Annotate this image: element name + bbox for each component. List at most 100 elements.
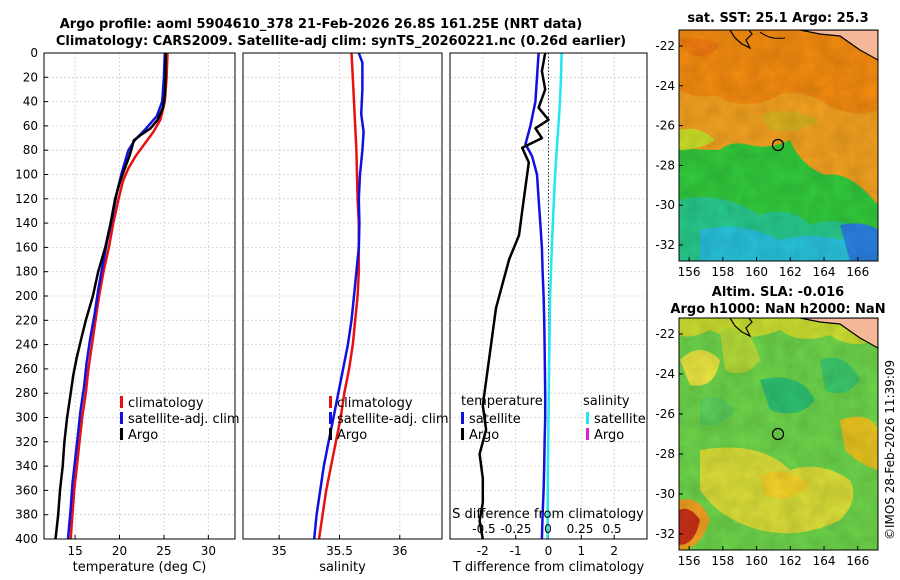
salinity-panel: 35 35.5 36 salinity climatologysatellite-adj… — [242, 52, 449, 575]
y-tick-label: 60 — [23, 119, 38, 133]
legend-swatch — [586, 412, 589, 424]
y-tick-label: 180 — [15, 265, 38, 279]
legend-swatch — [329, 428, 332, 440]
sla-map: Altim. SLA: -0.016 Argo h1000: NaN h2000… — [655, 285, 885, 568]
y-tick-label: 140 — [15, 216, 38, 230]
legend-title-temperature: temperature — [461, 394, 543, 409]
series-line-satellite-adj-clim — [66, 52, 167, 540]
sla-map-title-2: Argo h1000: NaN h2000: NaN — [670, 302, 885, 317]
y-tick-label: 40 — [23, 95, 38, 109]
y-tick-label: 80 — [23, 143, 38, 157]
x-axis-label: salinity — [319, 560, 366, 575]
lat-tick-label: -30 — [655, 487, 675, 501]
lon-tick-label: 158 — [711, 265, 734, 279]
legend-swatch — [461, 412, 464, 424]
x-tick-label: 36 — [392, 544, 407, 558]
lat-tick-label: -26 — [655, 119, 675, 133]
legend-label: Argo — [594, 428, 624, 443]
y-tick-label: 300 — [15, 411, 38, 425]
s-tick-label: -0.5 — [472, 522, 495, 536]
sst-map-field — [679, 30, 878, 261]
x-tick-label: 15 — [67, 544, 82, 558]
series-line-t-satellite — [524, 52, 547, 540]
legend-swatch — [120, 428, 123, 440]
y-tick-label: 380 — [15, 508, 38, 522]
lon-tick-label: 162 — [779, 265, 802, 279]
x-axis-label: temperature (deg C) — [73, 560, 207, 575]
y-tick-label: 360 — [15, 483, 38, 497]
lon-tick-label: 160 — [745, 265, 768, 279]
sst-map-title: sat. SST: 25.1 Argo: 25.3 — [687, 11, 868, 26]
y-tick-label: 260 — [15, 362, 38, 376]
legend-swatch — [120, 412, 123, 424]
sla-map-title-1: Altim. SLA: -0.016 — [712, 285, 844, 300]
lat-tick-label: -24 — [655, 367, 675, 381]
argo-location-marker-sla — [771, 427, 785, 441]
series-line-satellite-adj-clim — [312, 52, 365, 540]
legend-swatch — [461, 428, 464, 440]
legend-label: satellite — [594, 412, 646, 427]
legend-swatch — [329, 412, 332, 424]
legend-label: Argo — [128, 428, 158, 443]
title-line-1: Argo profile: aoml 5904610_378 21-Feb-20… — [60, 17, 582, 32]
x-tick-label: 1 — [578, 544, 586, 558]
x-tick-label: -1 — [510, 544, 522, 558]
legend-label: climatology — [337, 396, 413, 411]
lon-tick-label: 166 — [846, 265, 869, 279]
y-tick-label: 160 — [15, 240, 38, 254]
lon-tick-label: 164 — [813, 554, 836, 568]
lat-tick-label: -28 — [655, 158, 675, 172]
y-tick-label: 20 — [23, 70, 38, 84]
x-tick-label: 35.5 — [326, 544, 353, 558]
s-tick-label: 0 — [544, 522, 552, 536]
series-line-climatology — [69, 52, 169, 540]
y-tick-label: 200 — [15, 289, 38, 303]
s-diff-axis-label: S difference from climatology — [452, 507, 644, 522]
lon-tick-label: 156 — [678, 265, 701, 279]
temperature-panel: 15 20 25 3002040608010012014016018020022024… — [15, 46, 240, 575]
lat-tick-label: -22 — [655, 39, 675, 53]
lon-tick-label: 160 — [745, 554, 768, 568]
y-tick-label: 240 — [15, 338, 38, 352]
x-tick-label: 0 — [545, 544, 553, 558]
x-tick-label: 25 — [156, 544, 171, 558]
s-tick-label: -0.25 — [500, 522, 531, 536]
lat-tick-label: -24 — [655, 79, 675, 93]
x-tick-label: 2 — [610, 544, 618, 558]
lon-tick-label: 166 — [846, 554, 869, 568]
legend-label: satellite-adj. clim — [128, 412, 240, 427]
legend-label: satellite-adj. clim — [337, 412, 449, 427]
y-tick-label: 400 — [15, 532, 38, 546]
x-tick-label: -2 — [477, 544, 489, 558]
copyright-label: ©IMOS 28-Feb-2026 11:39:09 — [883, 360, 897, 540]
x-tick-label: 20 — [112, 544, 127, 558]
lat-tick-label: -30 — [655, 198, 675, 212]
y-tick-label: 220 — [15, 313, 38, 327]
sst-map: sat. SST: 25.1 Argo: 25.3 -22 -24 -26 -28 -3… — [655, 11, 879, 279]
legend-label: Argo — [337, 428, 367, 443]
legend-swatch — [586, 428, 589, 440]
legend-label: Argo — [469, 428, 499, 443]
lat-tick-label: -32 — [655, 527, 675, 541]
plot-frame — [43, 52, 236, 540]
argo-location-marker-sst — [771, 138, 785, 152]
lat-tick-label: -22 — [655, 327, 675, 341]
series-line-t-argo — [478, 52, 550, 540]
lat-tick-label: -32 — [655, 238, 675, 252]
legend-label: climatology — [128, 396, 204, 411]
lon-tick-label: 158 — [711, 554, 734, 568]
title-line-2: Climatology: CARS2009. Satellite-adj cli… — [56, 34, 626, 49]
series-line-climatology — [317, 52, 361, 540]
s-tick-label: 0.25 — [567, 522, 594, 536]
y-tick-label: 0 — [30, 46, 38, 60]
y-tick-label: 100 — [15, 168, 38, 182]
x-tick-label: 30 — [201, 544, 216, 558]
lon-tick-label: 164 — [813, 265, 836, 279]
x-tick-label: 35 — [272, 544, 287, 558]
legend-title-salinity: salinity — [583, 394, 630, 409]
legend-swatch — [329, 396, 332, 408]
y-tick-label: 120 — [15, 192, 38, 206]
legend-label: satellite — [469, 412, 521, 427]
x-axis-label: T difference from climatology — [452, 560, 645, 575]
s-tick-label: 0.5 — [602, 522, 621, 536]
